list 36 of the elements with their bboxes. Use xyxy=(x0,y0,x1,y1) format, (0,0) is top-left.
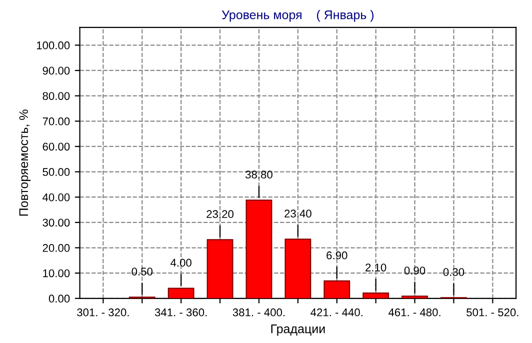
x-tick-label: 301. - 320. xyxy=(77,308,129,316)
x-tick-label: 421. - 440. xyxy=(310,308,362,316)
data-label: 38.80 xyxy=(245,170,272,179)
y-tick-label: 80.00 xyxy=(42,92,70,100)
data-label: 23.20 xyxy=(206,210,234,218)
y-tick-label: 70.00 xyxy=(42,117,70,126)
y-axis-title: Повторяемость, % xyxy=(19,110,31,216)
y-tick-label: 40.00 xyxy=(42,193,70,202)
y-tick-label: 100.00 xyxy=(36,41,70,50)
y-tick-label: 10.00 xyxy=(43,269,70,278)
bar xyxy=(362,292,390,298)
y-tick-label: 60.00 xyxy=(42,142,70,151)
x-axis-title: Градации xyxy=(271,324,325,336)
bar xyxy=(168,288,194,298)
bar xyxy=(284,238,312,298)
y-tick-label: 30.00 xyxy=(42,218,70,227)
data-label: 0.90 xyxy=(404,266,426,274)
bar xyxy=(206,239,234,298)
bar xyxy=(324,280,350,298)
bar xyxy=(402,296,428,298)
data-label: 2.10 xyxy=(366,264,386,272)
data-label: 6.90 xyxy=(326,251,348,260)
x-tick-label: 341. - 360. xyxy=(154,308,207,316)
data-label: 23.40 xyxy=(284,210,312,218)
y-tick-label: 0.00 xyxy=(48,294,70,303)
bar xyxy=(246,200,272,298)
chart-title: Уровень моря ( Январь ) xyxy=(222,10,374,22)
y-tick-label: 90.00 xyxy=(42,66,70,75)
data-label: 0.30 xyxy=(443,268,464,276)
x-tick-label: 381. - 400. xyxy=(232,308,285,316)
y-tick-label: 50.00 xyxy=(42,168,70,176)
y-tick-label: 20.00 xyxy=(42,244,70,252)
data-label: 0.50 xyxy=(132,268,152,276)
x-tick-label: 501. - 520. xyxy=(466,308,518,316)
data-label: 4.00 xyxy=(170,258,192,267)
x-tick-label: 461. - 480. xyxy=(388,308,440,316)
